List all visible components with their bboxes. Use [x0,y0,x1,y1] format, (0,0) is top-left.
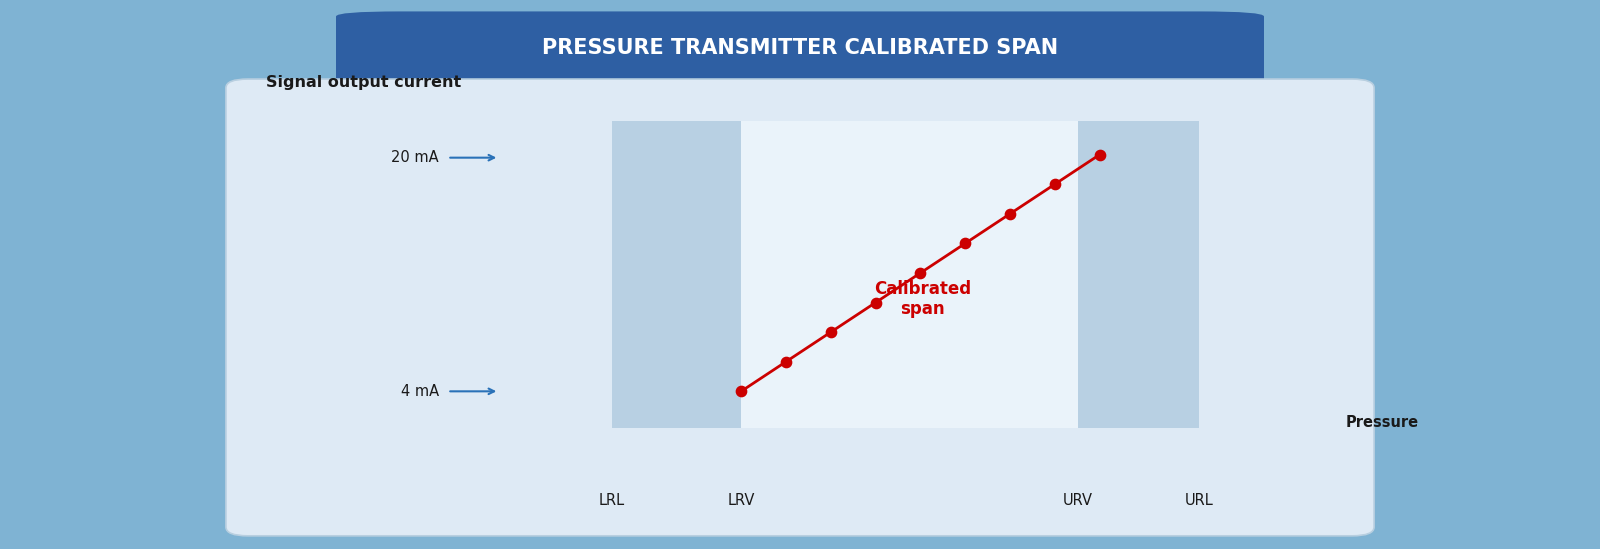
Point [907,268,933,277]
Text: Calibrated
span: Calibrated span [874,279,971,318]
Point [952,239,978,248]
Text: 4 mA: 4 mA [400,384,438,399]
Point [862,298,888,307]
Bar [741,121,1078,428]
Bar [611,121,741,428]
Text: URV: URV [1062,493,1093,508]
Bar [1078,121,1198,428]
Point [773,357,798,366]
Point [1042,180,1067,188]
Text: PRESSURE TRANSMITTER CALIBRATED SPAN: PRESSURE TRANSMITTER CALIBRATED SPAN [542,38,1058,58]
Point [728,387,754,396]
Text: URL: URL [1184,493,1213,508]
Text: LRV: LRV [728,493,755,508]
Text: 20 mA: 20 mA [390,150,438,165]
FancyBboxPatch shape [336,12,1264,85]
Point [818,328,843,337]
Text: Signal output current: Signal output current [266,75,461,90]
Point [1086,150,1112,159]
Text: Pressure: Pressure [1346,414,1419,429]
Point [997,209,1022,218]
FancyBboxPatch shape [226,79,1374,536]
Text: LRL: LRL [598,493,624,508]
